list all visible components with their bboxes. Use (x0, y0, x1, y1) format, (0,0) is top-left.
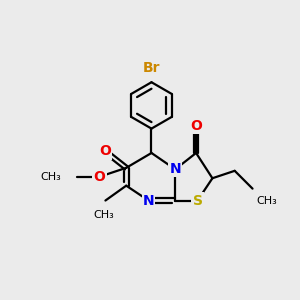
Text: O: O (100, 145, 111, 158)
Text: CH₃: CH₃ (94, 210, 114, 220)
Text: O: O (94, 170, 105, 184)
Text: S: S (193, 194, 202, 208)
Text: CH₃: CH₃ (40, 172, 61, 182)
Text: Br: Br (143, 61, 160, 75)
Text: O: O (190, 119, 202, 133)
Text: N: N (169, 162, 181, 176)
Text: N: N (143, 194, 154, 208)
Text: CH₃: CH₃ (256, 196, 277, 206)
